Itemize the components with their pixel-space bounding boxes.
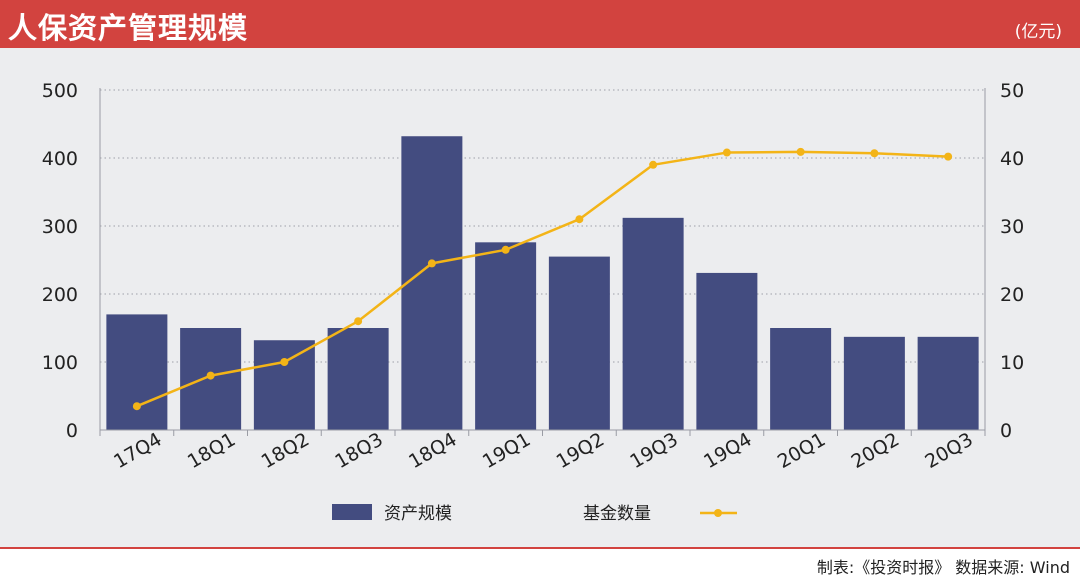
bar [106,314,168,430]
line-point [501,245,510,254]
plot-panel [0,48,1080,547]
bar [770,328,832,430]
line-point [427,259,436,268]
legend-label-bar: 资产规模 [384,504,452,524]
bar [843,336,905,430]
bar [327,328,389,430]
grid-lines [100,89,985,363]
right-tick-label: 0 [1000,420,1012,442]
right-tick-label: 20 [1000,284,1024,306]
bar [253,340,315,430]
right-axis-ticks: 0 10 20 30 40 50 [1000,80,1024,442]
legend-swatch-bar [332,504,372,520]
category-label: 20Q3 [921,428,976,473]
line-series [132,147,953,411]
left-tick-label: 300 [42,216,78,238]
line-point [722,148,731,157]
bar [548,256,610,430]
right-tick-label: 30 [1000,216,1024,238]
combo-chart: 0 100 200 300 400 500 0 10 20 30 40 50 17Q4 18Q1 18Q… [42,80,1024,524]
left-tick-label: 200 [42,284,78,306]
line-point [280,358,289,366]
category-label: 18Q1 [184,428,239,473]
category-label: 19Q4 [700,428,755,473]
title-bar: 人保资产管理规模 (亿元) [0,0,1080,48]
line-point [870,149,879,158]
unit-label: (亿元) [1014,22,1062,42]
left-tick-label: 0 [66,420,78,442]
left-tick-label: 100 [42,352,78,374]
category-label: 19Q3 [626,428,681,473]
category-label: 19Q1 [479,428,534,473]
category-label: 18Q2 [258,428,313,473]
axes [99,88,986,436]
bar [401,136,463,430]
category-label: 20Q2 [848,428,903,473]
line-point [132,402,141,411]
line-point [649,160,658,169]
legend-swatch-marker [714,509,722,517]
category-axis-ticks: 17Q4 18Q1 18Q2 18Q3 18Q4 19Q1 19Q2 19Q3 19Q4 20Q1… [110,428,977,473]
legend-label-line: 基金数量 [583,504,651,524]
line-point [944,152,953,161]
category-label: 18Q4 [405,428,460,473]
right-tick-label: 40 [1000,148,1024,170]
category-label: 20Q1 [774,428,829,473]
line-path [136,150,949,408]
bar [917,336,979,430]
legend: 资产规模 基金数量 [332,504,737,524]
bar [622,217,684,430]
footer-divider [0,547,1080,549]
bar-series [106,136,979,430]
category-label: 17Q4 [110,428,165,473]
bar [696,272,758,430]
source-note: 制表:《投资时报》 数据来源: Wind [816,558,1070,577]
left-axis-ticks: 0 100 200 300 400 500 [42,80,78,442]
bar [475,242,537,430]
left-tick-label: 400 [42,148,78,170]
left-tick-label: 500 [42,80,78,102]
right-tick-label: 50 [1000,80,1024,102]
line-point [206,371,215,380]
line-point [575,215,584,224]
line-point [354,317,363,326]
chart-title: 人保资产管理规模 [8,11,249,45]
right-tick-label: 10 [1000,352,1024,374]
line-point [796,147,805,156]
category-label: 18Q3 [331,428,386,473]
category-label: 19Q2 [553,428,608,473]
